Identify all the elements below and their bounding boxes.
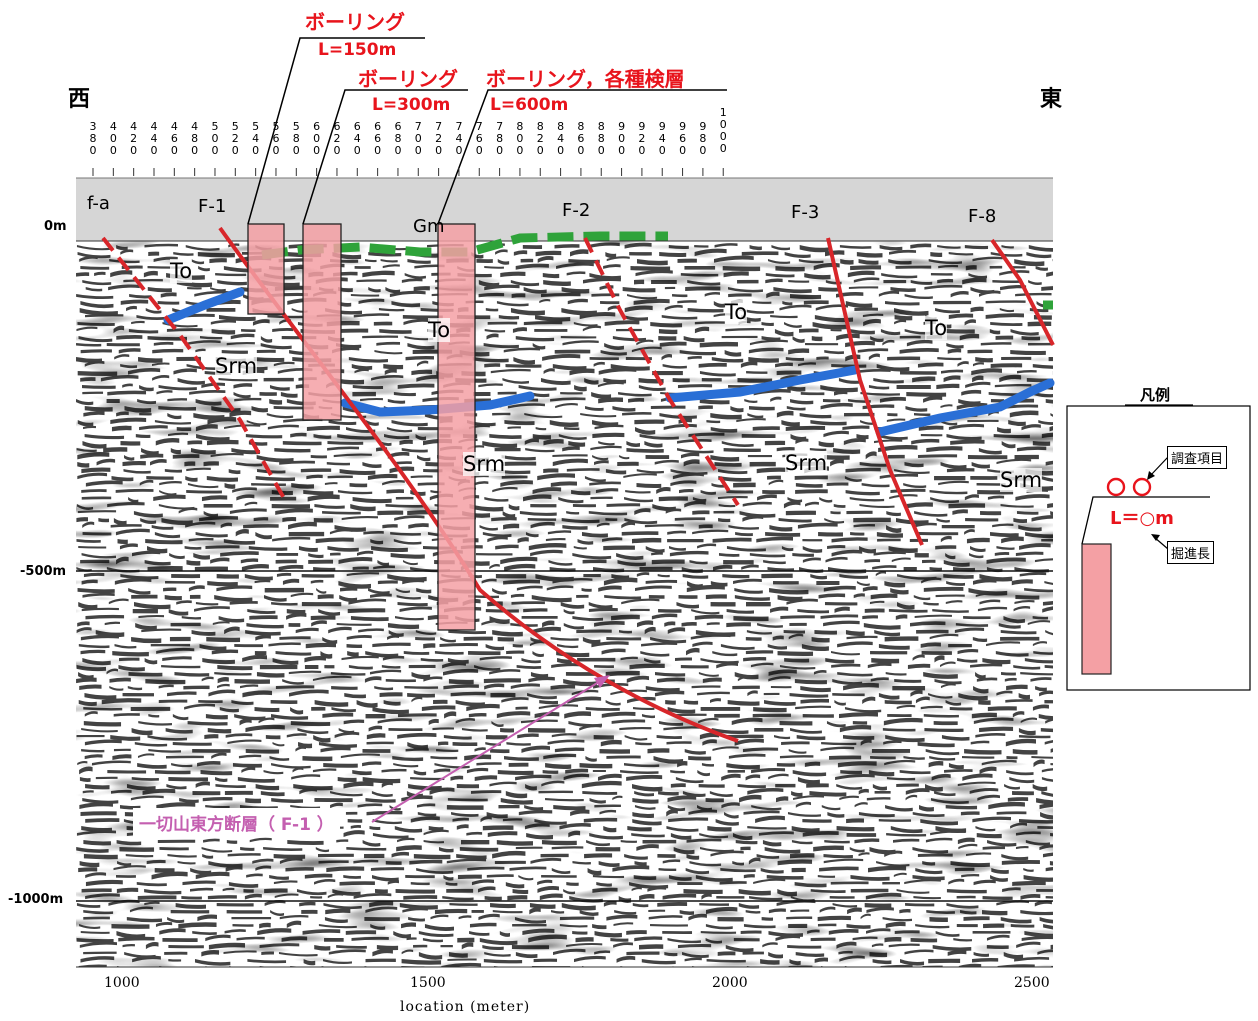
legend-title: 凡例 [1140, 386, 1171, 404]
cdp-tick-label: 420 [130, 120, 138, 157]
x-tick-2000: 2000 [712, 975, 748, 991]
fault-f-2-line [583, 237, 740, 507]
cdp-tick-label: 580 [292, 120, 300, 157]
boreholes [247, 223, 476, 631]
depth-label-1000: -1000m [8, 892, 64, 907]
cdp-tick-label: 520 [231, 120, 239, 157]
depth-label-0: 0m [44, 219, 67, 234]
cdp-tick-label: 600 [313, 120, 321, 157]
cdp-tick-label: 960 [679, 120, 687, 157]
fault-f-3-line [826, 237, 924, 546]
cdp-tick-label: 820 [536, 120, 544, 157]
cdp-tick-label: 900 [618, 120, 626, 157]
cdp-tick-label: 640 [353, 120, 361, 157]
borehole-150 [247, 223, 285, 315]
cdp-tick-label: 680 [394, 120, 402, 157]
cdp-tick-label: 440 [150, 120, 158, 157]
x-tick-1500: 1500 [410, 975, 446, 991]
cdp-tick-label: 460 [170, 120, 178, 157]
cdp-tick-label: 740 [455, 120, 463, 157]
legend-length: L＝○m [1110, 508, 1174, 529]
cdp-tick-label: 380 [89, 120, 97, 157]
borehole-1-title: ボーリング [305, 10, 405, 34]
fault-label-f-3: F-3 [791, 202, 820, 223]
cdp-tick-label: 920 [638, 120, 646, 157]
unit-srm-2: Srm [463, 452, 506, 476]
cdp-tick-label: 800 [516, 120, 524, 157]
cdp-tick-label: 500 [211, 120, 219, 157]
x-tick-2500: 2500 [1014, 975, 1050, 991]
cdp-tick-label: 400 [109, 120, 117, 157]
legend-survey-items: 調査項目 [1167, 446, 1228, 469]
cdp-tick-label: 620 [333, 120, 341, 157]
cdp-tick-label: 880 [597, 120, 605, 157]
cdp-tick-label: 760 [475, 120, 483, 157]
x-tick-1000: 1000 [104, 975, 140, 991]
borehole-2-title: ボーリング [358, 67, 458, 91]
cdp-tick-label: 780 [496, 120, 504, 157]
east-label: 東 [1040, 87, 1063, 112]
fault-callout-label: 一切山東方断層（ F-1 ） [133, 808, 340, 837]
unit-gm: Gm [413, 216, 445, 237]
unit-to-1: To [170, 259, 193, 283]
cdp-tick-label: 660 [374, 120, 382, 157]
borehole-600 [437, 223, 476, 631]
west-label: 西 [68, 87, 91, 112]
cdp-tick-label: 1000 [719, 106, 727, 155]
unit-to-4: To [925, 316, 948, 340]
blue-horizon [163, 287, 1055, 437]
fault-label-f-2: F-2 [562, 200, 591, 221]
unit-srm-3: Srm [785, 451, 828, 475]
borehole-300 [302, 223, 342, 421]
borehole-leaders [247, 37, 727, 225]
borehole-3-title: ボーリング，各種検層 [486, 67, 685, 91]
cdp-tick-label: 560 [272, 120, 280, 157]
cdp-tick-label: 720 [435, 120, 443, 157]
fault-f-a-line [101, 236, 287, 501]
cdp-tick-label: 980 [699, 120, 707, 157]
borehole-1-length: L=150m [318, 40, 397, 60]
borehole-2-length: L=300m [372, 95, 451, 115]
cdp-tick-label: 840 [557, 120, 565, 157]
cdp-tick-label: 940 [658, 120, 666, 157]
x-axis-label: location (meter) [400, 999, 531, 1015]
cdp-tick-label: 480 [191, 120, 199, 157]
cdp-tick-label: 700 [414, 120, 422, 157]
unit-srm-4: Srm [1000, 468, 1043, 492]
fault-label-f-8: F-8 [968, 206, 997, 227]
fault-label-f-a: f-a [87, 193, 110, 214]
fault-f-8-line [990, 238, 1055, 346]
unit-to-2: To [428, 318, 451, 342]
unit-to-3: To [725, 300, 748, 324]
fault-callout-arrow [371, 675, 610, 823]
borehole-3-length: L=600m [490, 95, 569, 115]
fault-label-f-1: F-1 [198, 196, 227, 217]
cdp-tick-label: 540 [252, 120, 260, 157]
unit-srm-1: Srm [215, 354, 258, 378]
legend-drilling-length: 掘進長 [1167, 541, 1215, 564]
depth-label-500: -500m [20, 564, 67, 579]
cdp-tick-label: 860 [577, 120, 585, 157]
